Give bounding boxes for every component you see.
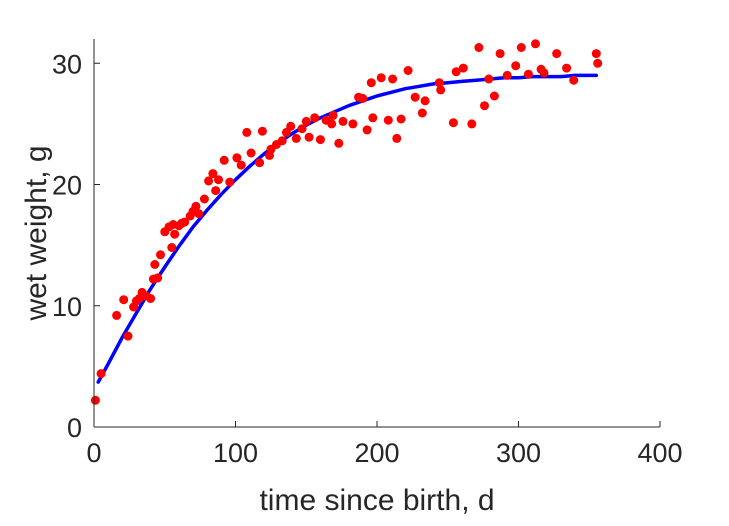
data-point (474, 43, 484, 52)
data-point (420, 96, 430, 106)
data-point (484, 74, 494, 84)
data-point (167, 243, 177, 252)
data-point (208, 169, 218, 179)
data-point (123, 331, 133, 341)
data-point (301, 116, 311, 126)
data-point (150, 260, 160, 269)
data-point (156, 250, 165, 260)
data-point (328, 110, 338, 120)
data-point (327, 119, 337, 129)
data-point (204, 176, 214, 186)
data-point (153, 273, 163, 283)
data-point (257, 126, 267, 136)
data-point (562, 63, 572, 73)
y-axis-ticks: 0 10 20 30 (52, 49, 100, 443)
data-point (338, 116, 348, 126)
data-point (334, 138, 344, 148)
x-axis-label: time since birth, d (259, 484, 494, 517)
data-point (417, 108, 427, 118)
data-point (458, 63, 468, 73)
data-point (170, 229, 180, 239)
data-point (236, 160, 246, 170)
x-tick-label: 400 (637, 438, 682, 468)
data-point (286, 121, 296, 131)
data-point (495, 49, 505, 59)
data-point (403, 66, 413, 75)
data-point (277, 136, 287, 146)
data-point (242, 127, 252, 137)
data-point (348, 119, 358, 129)
x-axis-ticks: 0 100 200 300 400 (86, 421, 683, 468)
fit-curve (96, 73, 599, 384)
data-point (376, 73, 386, 83)
data-point (90, 395, 100, 405)
data-point (246, 148, 256, 158)
data-point (146, 294, 156, 303)
data-point (180, 217, 190, 227)
data-point (448, 118, 458, 128)
data-point (451, 67, 461, 77)
y-tick-label: 10 (52, 292, 82, 322)
data-point (392, 133, 402, 143)
data-point (552, 49, 562, 59)
data-point (531, 39, 540, 49)
data-point (362, 125, 372, 135)
y-tick-label: 20 (52, 171, 82, 201)
y-tick-label: 30 (52, 49, 82, 79)
data-point (310, 113, 320, 123)
data-point (436, 85, 446, 95)
data-point (304, 132, 314, 142)
y-axis-label: wet weight, g (20, 145, 53, 321)
x-tick-label: 300 (496, 438, 541, 468)
data-point (368, 113, 378, 123)
data-point (358, 93, 368, 103)
plot-marks (90, 39, 603, 405)
data-point (225, 177, 235, 187)
data-point (315, 135, 325, 145)
data-point (255, 158, 265, 168)
data-point (214, 175, 223, 185)
x-tick-label: 200 (354, 438, 399, 468)
data-point (112, 310, 122, 320)
x-tick-label: 100 (213, 438, 258, 468)
y-tick-label: 0 (67, 413, 82, 443)
data-point (219, 155, 229, 165)
data-point (489, 91, 499, 101)
data-point (119, 295, 129, 305)
data-point (297, 124, 307, 134)
data-point (569, 75, 579, 85)
data-point (516, 43, 526, 52)
data-point (396, 114, 406, 124)
x-tick-label: 0 (86, 438, 101, 468)
data-point (502, 70, 512, 80)
data-point (96, 369, 106, 379)
data-point (191, 201, 201, 211)
data-point (593, 58, 603, 68)
data-point (383, 115, 393, 125)
data-point (511, 61, 521, 71)
data-point (199, 194, 209, 204)
data-point (232, 153, 242, 163)
data-point (291, 133, 301, 143)
data-point (194, 209, 204, 219)
data-point (410, 92, 420, 102)
data-point (539, 68, 549, 78)
data-point (480, 101, 489, 111)
data-point (211, 186, 221, 196)
data-point (388, 74, 398, 84)
data-point (366, 78, 376, 88)
axes: 0 100 200 300 400 0 10 20 30 (52, 39, 683, 468)
data-point (434, 78, 444, 88)
data-point (591, 49, 601, 59)
data-point (523, 69, 533, 79)
data-point (467, 119, 477, 129)
